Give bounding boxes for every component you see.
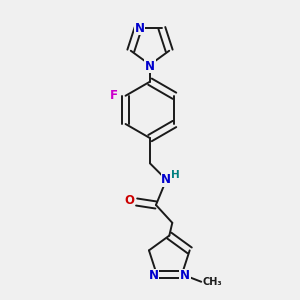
Text: F: F [110,89,118,102]
Text: N: N [161,173,171,186]
Text: N: N [145,60,155,73]
Text: N: N [180,269,190,282]
Text: N: N [149,269,159,282]
Text: N: N [135,22,145,34]
Text: H: H [172,170,180,180]
Text: CH₃: CH₃ [203,277,222,287]
Text: O: O [124,194,134,207]
